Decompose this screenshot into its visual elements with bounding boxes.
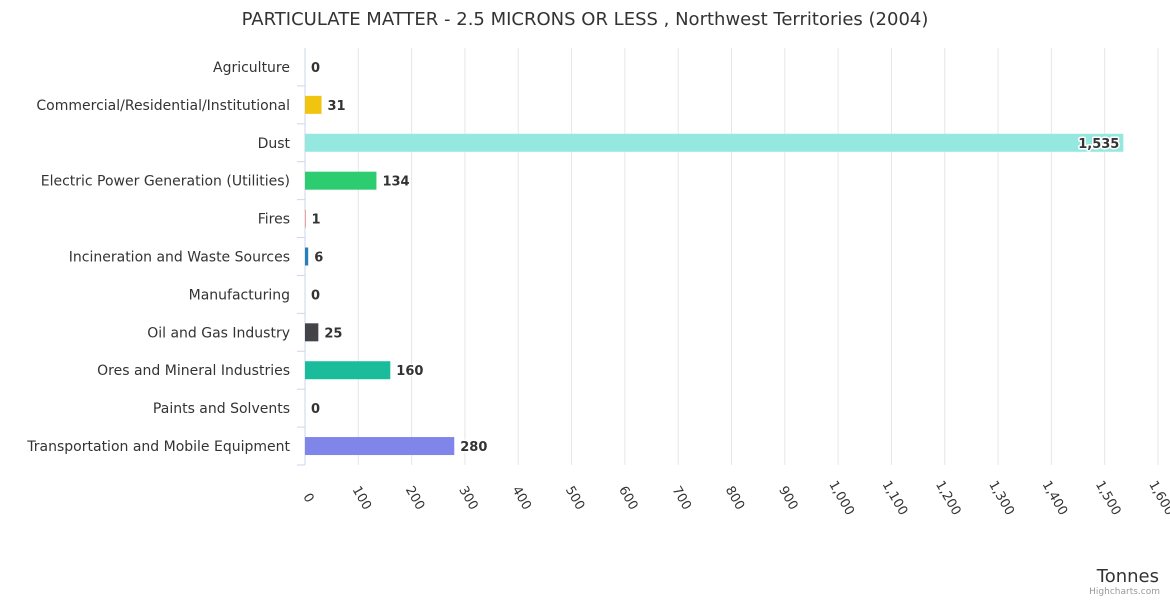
grid	[297, 48, 1159, 466]
x-tick-label: 400	[509, 484, 534, 513]
category-label: Paints and Solvents	[153, 401, 290, 417]
data-label: 0	[311, 61, 320, 76]
bar[interactable]	[305, 323, 319, 342]
bar[interactable]	[305, 95, 322, 114]
category-label: Manufacturing	[189, 287, 290, 303]
category-label: Dust	[258, 136, 291, 152]
chart-title: PARTICULATE MATTER - 2.5 MICRONS OR LESS…	[242, 9, 929, 30]
category-label: Commercial/Residential/Institutional	[36, 98, 290, 114]
x-tick-label: 800	[722, 484, 747, 513]
credits-link[interactable]: Highcharts.com	[1089, 587, 1160, 597]
category-label: Agriculture	[213, 60, 290, 76]
x-tick-label: 1,400	[1039, 478, 1071, 518]
data-label: 6	[314, 251, 323, 266]
x-tick-label: 1,600	[1145, 478, 1170, 518]
data-label: 0	[311, 402, 320, 417]
bar[interactable]	[305, 437, 455, 456]
data-label: 1,535	[1078, 137, 1119, 152]
category-label: Electric Power Generation (Utilities)	[41, 174, 290, 190]
category-label: Incineration and Waste Sources	[69, 250, 290, 266]
x-tick-label: 500	[562, 484, 587, 513]
x-tick-label: 700	[669, 484, 694, 513]
bar[interactable]	[305, 361, 391, 380]
category-label: Oil and Gas Industry	[147, 325, 290, 341]
data-label: 25	[324, 326, 342, 341]
data-label: 280	[460, 440, 487, 455]
category-label: Transportation and Mobile Equipment	[26, 439, 290, 455]
x-axis-title: Tonnes	[1096, 566, 1159, 587]
bar[interactable]	[305, 247, 309, 266]
category-label: Fires	[258, 212, 290, 228]
bars	[305, 95, 1124, 456]
x-tick-label: 100	[349, 484, 374, 513]
x-tick-label: 1,200	[932, 478, 964, 518]
bar[interactable]	[305, 171, 377, 190]
x-tick-label: 900	[775, 484, 800, 513]
data-label: 0	[311, 288, 320, 303]
x-tick-label: 1,300	[985, 478, 1017, 518]
x-tick-label: 600	[615, 484, 640, 513]
x-tick-label: 200	[402, 484, 427, 513]
category-label: Ores and Mineral Industries	[97, 363, 290, 379]
x-tick-label: 300	[455, 484, 480, 513]
category-labels: Agriculture Commercial/Residential/Instit…	[26, 60, 290, 455]
data-label: 160	[396, 364, 423, 379]
bar[interactable]	[305, 133, 1124, 152]
x-tick-label: 1,500	[1092, 478, 1124, 518]
data-label: 31	[328, 99, 346, 114]
x-tick-label: 1,000	[825, 478, 857, 518]
x-tick-label: 0	[299, 491, 316, 506]
data-label: 134	[382, 175, 409, 190]
x-tick-label: 1,100	[879, 478, 911, 518]
data-label: 1	[312, 213, 321, 228]
bar[interactable]	[305, 209, 306, 228]
tick-labels: 0 100 200 300 400 500 600 700 800 900 1,000 1,100 1,…	[299, 478, 1170, 518]
